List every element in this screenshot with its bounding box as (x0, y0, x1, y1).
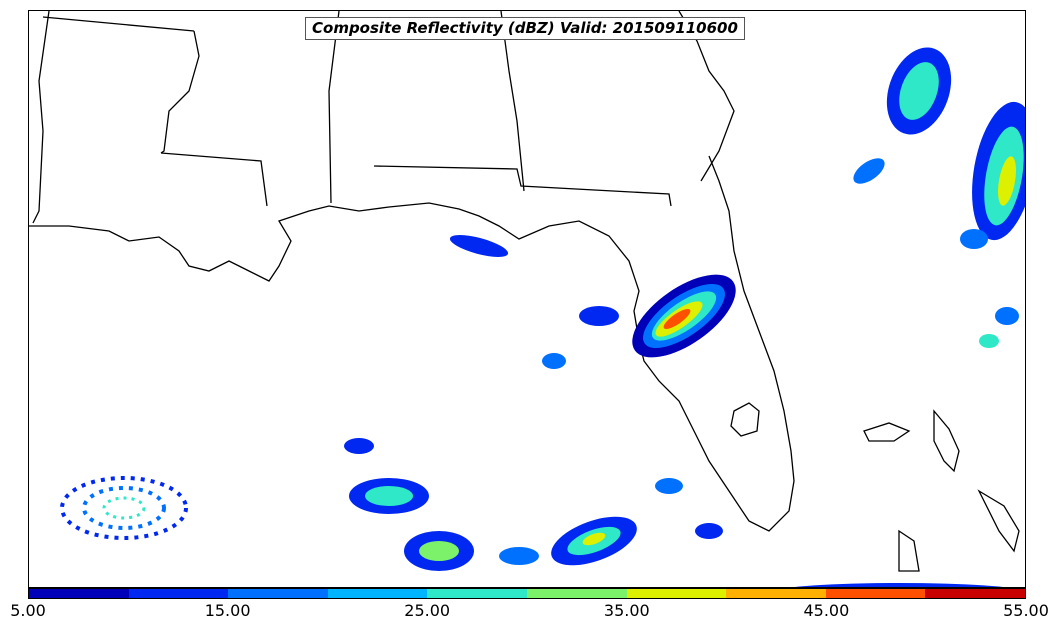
colorbar-tick-label: 25.00 (404, 601, 451, 620)
colorbar-ticks: 5.00 15.00 25.00 35.00 45.00 55.00 (0, 601, 1060, 625)
la-ms-border (160, 152, 268, 207)
al-fl-border (373, 165, 672, 207)
colorbar-segment (29, 589, 129, 598)
radar-map: Composite Reflectivity (dBZ) Valid: 2015… (28, 10, 1026, 588)
al-ga-border (500, 11, 525, 192)
map-title: Composite Reflectivity (dBZ) Valid: 2015… (305, 17, 745, 40)
colorbar-segment (427, 589, 527, 598)
colorbar-tick-label: 35.00 (603, 601, 650, 620)
island-e (977, 489, 1020, 553)
colorbar-tick-label: 55.00 (1003, 601, 1049, 620)
bahamas (933, 409, 960, 473)
ga-sc-border (678, 11, 735, 182)
colorbar-segment (128, 589, 229, 598)
la-coast (29, 155, 795, 532)
lake-okeechobee (730, 402, 760, 437)
colorbar-segment (526, 589, 627, 598)
island-se (898, 529, 920, 572)
map-canvas (29, 11, 1025, 587)
colorbar-segment (925, 589, 1025, 598)
colorbar (28, 588, 1026, 599)
colorbar-tick-label: 15.00 (204, 601, 251, 620)
colorbar-segment (327, 589, 428, 598)
colorbar-tick-label: 5.00 (10, 601, 46, 620)
cuba (863, 422, 911, 442)
colorbar-segment (626, 589, 727, 598)
colorbar-segment (228, 589, 328, 598)
colorbar-segment (726, 589, 826, 598)
colorbar-tick-label: 45.00 (803, 601, 850, 620)
tx-la-border (32, 11, 50, 224)
radar-echoes (60, 47, 1025, 587)
la-ar-border (42, 16, 195, 32)
colorbar-segment (825, 589, 926, 598)
mississippi-river (160, 30, 200, 154)
